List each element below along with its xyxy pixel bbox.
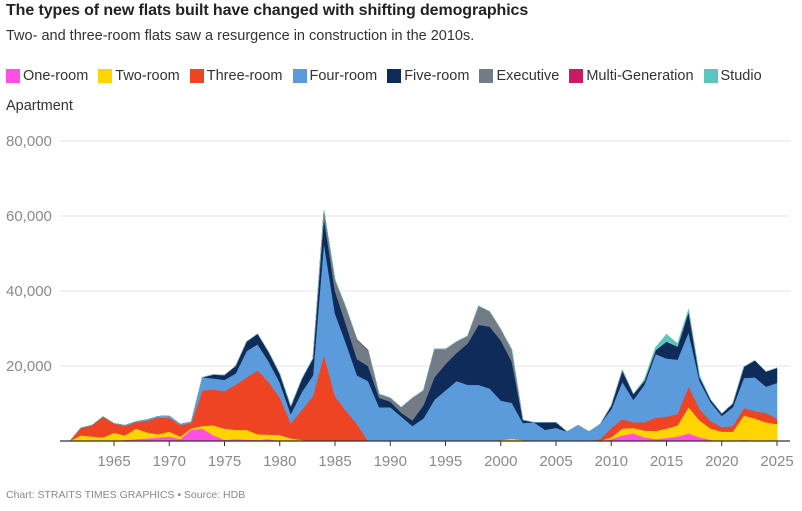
legend-item-four-room: Four-room: [292, 68, 378, 84]
legend-label: One-room: [23, 68, 89, 84]
legend-label: Five-room: [404, 68, 470, 84]
y-tick-label: 40,000: [6, 283, 52, 300]
legend-item-multi-generation: Multi-Generation: [569, 68, 694, 84]
gridlines: [60, 140, 790, 367]
legend-swatch: [569, 69, 584, 83]
y-tick-label: 80,000: [6, 133, 52, 150]
x-tick-label: 2025: [760, 453, 793, 470]
legend-swatch: [6, 69, 20, 83]
legend-label: Four-room: [309, 68, 378, 84]
chart-subtitle: Two- and three-room flats saw a resurgen…: [6, 28, 475, 44]
x-tick-label: 2005: [539, 453, 572, 470]
legend-label: Multi-Generation: [586, 68, 694, 84]
x-tick-label: 1990: [374, 453, 407, 470]
legend-item-five-room: Five-room: [387, 68, 469, 84]
legend-swatch: [703, 69, 718, 83]
x-tick-label: 2015: [650, 453, 683, 470]
chart-title: The types of new flats built have change…: [6, 2, 529, 19]
y-tick-label: 20,000: [6, 358, 52, 375]
legend-label: Studio: [720, 68, 762, 84]
x-tick-label: 2010: [595, 453, 628, 470]
legend-swatch: [189, 69, 204, 83]
legend: One-room Two-room Three-room Four-room F…: [6, 68, 772, 84]
legend-item-two-room: Two-room: [98, 68, 180, 84]
x-tick-label: 2000: [484, 453, 517, 470]
legend-swatch: [292, 69, 307, 83]
chart-source: Chart: STRAITS TIMES GRAPHICS • Source: …: [6, 489, 246, 501]
x-tick-label: 1985: [318, 453, 351, 470]
legend-item-studio: Studio: [703, 68, 762, 84]
x-tick-label: 1995: [429, 453, 462, 470]
legend-swatch: [387, 69, 402, 83]
y-axis-label: Apartment: [6, 98, 73, 114]
x-tick-label: 2020: [705, 453, 738, 470]
legend-swatch: [479, 69, 494, 83]
x-tick-label: 1970: [153, 453, 186, 470]
axes: 20,000 40,000 60,000 80,000 1965 1970 1975 1980…: [6, 133, 794, 470]
y-tick-label: 60,000: [6, 208, 52, 225]
legend-label: Three-room: [206, 68, 283, 84]
legend-item-one-room: One-room: [6, 68, 88, 84]
legend-item-executive: Executive: [479, 68, 559, 84]
legend-label: Two-room: [115, 68, 180, 84]
area-series: [69, 210, 778, 442]
legend-item-three-room: Three-room: [189, 68, 283, 84]
area-studio: [69, 210, 778, 442]
x-tick-label: 1980: [263, 453, 296, 470]
x-tick-label: 1975: [208, 453, 241, 470]
legend-label: Executive: [496, 68, 560, 84]
legend-swatch: [98, 69, 113, 83]
x-tick-label: 1965: [97, 453, 130, 470]
